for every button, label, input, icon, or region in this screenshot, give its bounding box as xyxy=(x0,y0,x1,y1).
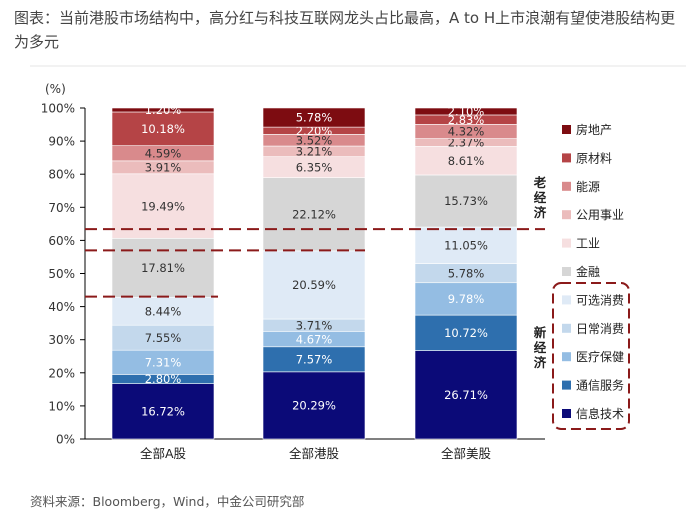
x-tick-label: 全部A股 xyxy=(140,446,187,461)
data-label: 16.72% xyxy=(141,405,185,419)
bar-segment xyxy=(111,111,215,146)
bar-segment xyxy=(414,350,518,440)
bar-segment xyxy=(111,383,215,440)
data-label: 2.83% xyxy=(448,113,485,127)
group-label-new-economy: 新 xyxy=(534,325,547,340)
legend-swatch xyxy=(562,238,571,248)
legend-label: 通信服务 xyxy=(576,378,624,393)
bar-segment xyxy=(262,250,366,320)
legend-swatch xyxy=(562,181,571,191)
data-label: 7.57% xyxy=(296,353,333,367)
data-label: 3.91% xyxy=(145,161,182,175)
data-label: 2.80% xyxy=(145,372,182,386)
group-label-old-economy: 经 xyxy=(534,190,547,205)
y-axis-label: (%) xyxy=(45,82,66,96)
data-label: 8.61% xyxy=(448,154,485,168)
y-tick-label: 60% xyxy=(48,234,75,248)
bar-segment xyxy=(414,282,518,316)
bar-segment xyxy=(414,146,518,176)
y-tick-label: 10% xyxy=(48,399,75,413)
x-tick-label: 全部港股 xyxy=(289,446,340,461)
x-tick-label: 全部美股 xyxy=(441,446,492,461)
legend-label: 医疗保健 xyxy=(576,350,624,364)
data-label: 8.44% xyxy=(145,304,182,318)
legend-swatch xyxy=(562,153,571,163)
legend-swatch xyxy=(562,352,571,362)
data-label: 2.37% xyxy=(448,136,485,150)
bar-segment xyxy=(414,226,518,264)
bar-segment xyxy=(262,371,366,440)
data-label: 1.20% xyxy=(145,103,182,117)
chart-caption: 图表：当前港股市场结构中，高分红与科技互联网龙头占比最高，A to H上市浪潮有… xyxy=(14,9,676,51)
bar-segment xyxy=(111,173,215,239)
data-label: 5.78% xyxy=(448,266,485,280)
legend-swatch xyxy=(562,295,571,305)
group-label-new-economy: 经 xyxy=(534,340,547,355)
group-label-old-economy: 老 xyxy=(533,175,547,190)
bar-segment xyxy=(414,174,518,228)
legend-label: 能源 xyxy=(576,180,600,194)
y-tick-label: 80% xyxy=(48,168,75,182)
y-tick-label: 50% xyxy=(48,267,75,281)
y-tick-label: 40% xyxy=(48,300,75,314)
legend-swatch xyxy=(562,409,571,418)
data-label: 22.12% xyxy=(292,207,336,221)
legend-label: 工业 xyxy=(576,237,600,251)
data-label: 2.10% xyxy=(448,105,485,119)
data-label: 10.72% xyxy=(444,326,488,340)
bar-segment xyxy=(262,177,366,252)
bar-segment xyxy=(262,107,366,128)
data-label: 2.20% xyxy=(296,124,333,138)
bar-segment xyxy=(262,346,366,373)
y-tick-label: 30% xyxy=(48,333,75,347)
legend-swatch xyxy=(562,125,571,134)
y-tick-label: 20% xyxy=(48,366,75,380)
legend-swatch xyxy=(562,267,571,276)
y-tick-label: 100% xyxy=(41,102,75,116)
data-label: 9.78% xyxy=(448,292,485,306)
legend-label: 公用事业 xyxy=(576,208,624,222)
data-label: 10.18% xyxy=(141,122,185,136)
data-label: 3.52% xyxy=(296,133,333,147)
bar-segment xyxy=(111,324,215,351)
legend-label: 房地产 xyxy=(576,122,612,137)
legend-label: 金融 xyxy=(576,264,600,279)
data-label: 3.71% xyxy=(296,318,333,332)
data-label: 7.55% xyxy=(145,331,182,345)
data-label: 15.73% xyxy=(444,194,488,208)
bar-segment xyxy=(414,314,518,351)
legend-swatch xyxy=(562,323,571,333)
new-economy-box xyxy=(552,282,630,430)
data-label: 4.59% xyxy=(145,146,182,160)
data-label: 7.31% xyxy=(145,355,182,369)
group-label-new-economy: 济 xyxy=(534,355,547,370)
legend-label: 信息技术 xyxy=(576,406,624,421)
legend-swatch xyxy=(562,210,571,220)
data-label: 26.71% xyxy=(444,388,488,402)
group-label-old-economy: 济 xyxy=(534,205,547,220)
legend-label: 日常消费 xyxy=(576,322,624,336)
y-tick-label: 0% xyxy=(56,433,75,447)
data-label: 4.67% xyxy=(296,332,333,346)
y-tick-label: 90% xyxy=(48,135,75,149)
y-tick-label: 70% xyxy=(48,201,75,215)
bar-segment xyxy=(414,107,518,116)
bar-segment xyxy=(111,107,215,113)
data-label: 4.32% xyxy=(448,125,485,139)
legend-label: 原材料 xyxy=(576,151,612,165)
bar-segment xyxy=(111,238,215,298)
data-label: 11.05% xyxy=(444,239,488,253)
data-label: 20.29% xyxy=(292,399,336,413)
data-label: 5.78% xyxy=(296,111,333,125)
legend-swatch xyxy=(562,380,571,390)
data-label: 19.49% xyxy=(141,199,185,213)
data-label: 6.35% xyxy=(296,160,333,174)
data-label: 20.59% xyxy=(292,278,336,292)
data-label: 17.81% xyxy=(141,261,185,275)
legend-label: 可选消费 xyxy=(576,293,624,307)
data-label: 3.21% xyxy=(296,145,333,159)
bar-segment xyxy=(111,296,215,326)
source-note: 资料来源：Bloomberg，Wind，中金公司研究部 xyxy=(30,494,305,509)
